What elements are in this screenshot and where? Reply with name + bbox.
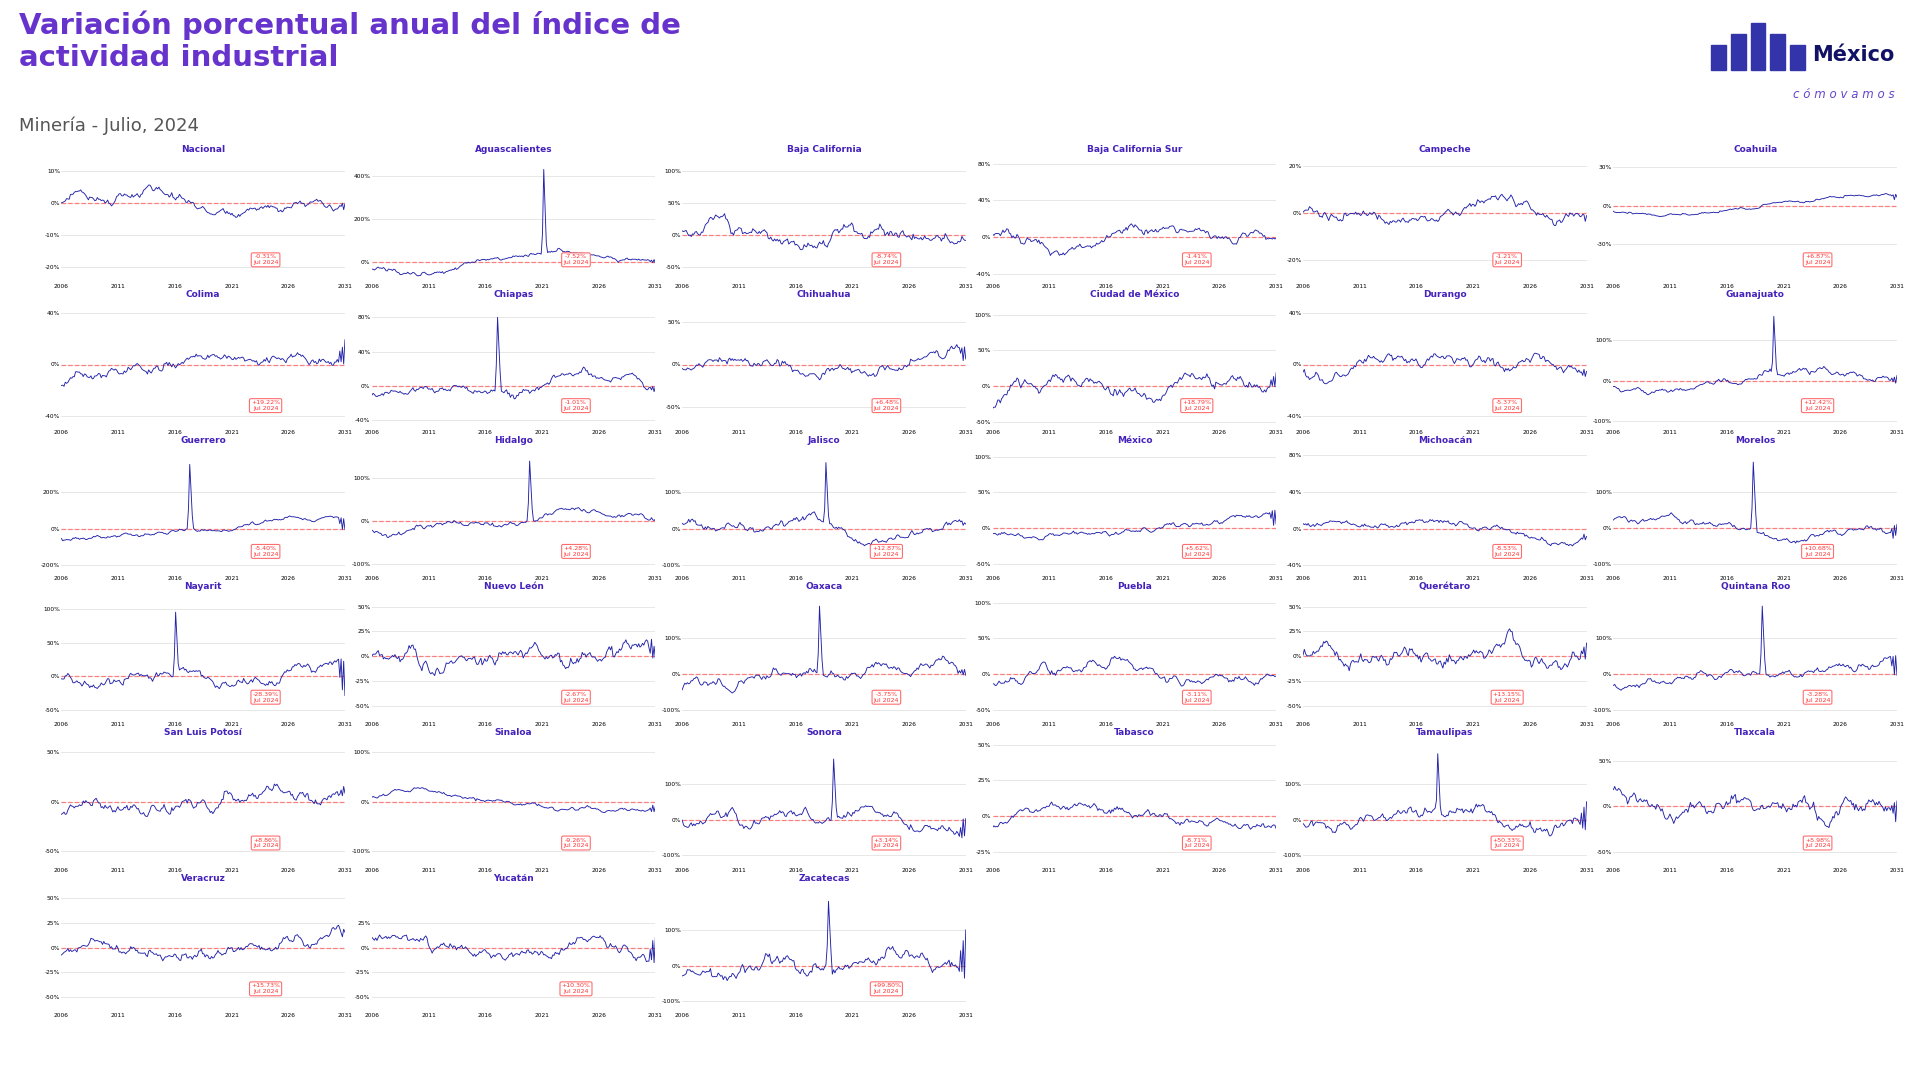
Title: Yucatán: Yucatán <box>493 874 534 882</box>
Text: +13.15%
Jul 2024: +13.15% Jul 2024 <box>1492 692 1523 703</box>
Title: Querétaro: Querétaro <box>1419 582 1471 591</box>
Text: +18.79%
Jul 2024: +18.79% Jul 2024 <box>1183 401 1212 411</box>
Text: +10.68%
Jul 2024: +10.68% Jul 2024 <box>1803 546 1832 557</box>
Text: +6.87%
Jul 2024: +6.87% Jul 2024 <box>1805 255 1830 266</box>
Text: -1.41%
Jul 2024: -1.41% Jul 2024 <box>1185 255 1210 266</box>
Text: -5.40%
Jul 2024: -5.40% Jul 2024 <box>253 546 278 557</box>
Bar <box>1732 35 1745 70</box>
Text: México: México <box>1812 45 1895 66</box>
Text: +12.42%
Jul 2024: +12.42% Jul 2024 <box>1803 401 1832 411</box>
Text: Variación porcentual anual del índice de
actividad industrial: Variación porcentual anual del índice de… <box>19 11 682 71</box>
Title: Guanajuato: Guanajuato <box>1726 291 1784 299</box>
Text: -8.71%
Jul 2024: -8.71% Jul 2024 <box>1185 838 1210 849</box>
Title: Sonora: Sonora <box>806 728 843 737</box>
Text: ELABORADO POR MÉXICO, ¿CÓMO VAMOS? CON DATOS DEL INEGI: ELABORADO POR MÉXICO, ¿CÓMO VAMOS? CON D… <box>15 1045 557 1063</box>
Title: San Luis Potosí: San Luis Potosí <box>165 728 242 737</box>
Text: -1.01%
Jul 2024: -1.01% Jul 2024 <box>563 401 589 411</box>
Title: Ciudad de México: Ciudad de México <box>1091 291 1179 299</box>
Title: Quintana Roo: Quintana Roo <box>1720 582 1789 591</box>
Bar <box>1711 45 1726 70</box>
Title: Michoacán: Michoacán <box>1417 436 1473 445</box>
Title: Campeche: Campeche <box>1419 145 1471 153</box>
Text: +19.22%
Jul 2024: +19.22% Jul 2024 <box>252 401 280 411</box>
Title: Zacatecas: Zacatecas <box>799 874 851 882</box>
Title: Jalisco: Jalisco <box>808 436 841 445</box>
Text: -3.11%
Jul 2024: -3.11% Jul 2024 <box>1185 692 1210 703</box>
Text: +3.14%
Jul 2024: +3.14% Jul 2024 <box>874 838 899 849</box>
Bar <box>1751 23 1764 70</box>
Text: -8.53%
Jul 2024: -8.53% Jul 2024 <box>1494 546 1521 557</box>
Text: +4.28%
Jul 2024: +4.28% Jul 2024 <box>563 546 589 557</box>
Text: -28.39%
Jul 2024: -28.39% Jul 2024 <box>253 692 278 703</box>
Title: Guerrero: Guerrero <box>180 436 227 445</box>
Text: -9.26%
Jul 2024: -9.26% Jul 2024 <box>563 838 589 849</box>
Title: México: México <box>1117 436 1152 445</box>
Text: +50.33%
Jul 2024: +50.33% Jul 2024 <box>1492 838 1523 849</box>
Title: Tabasco: Tabasco <box>1114 728 1154 737</box>
Text: -5.37%
Jul 2024: -5.37% Jul 2024 <box>1494 401 1521 411</box>
Title: Sinaloa: Sinaloa <box>495 728 532 737</box>
Title: Oaxaca: Oaxaca <box>804 582 843 591</box>
Title: Tlaxcala: Tlaxcala <box>1734 728 1776 737</box>
Text: -8.74%
Jul 2024: -8.74% Jul 2024 <box>874 255 899 266</box>
Title: Morelos: Morelos <box>1736 436 1776 445</box>
Title: Nuevo León: Nuevo León <box>484 582 543 591</box>
Title: Tamaulipas: Tamaulipas <box>1417 728 1473 737</box>
Title: Hidalgo: Hidalgo <box>493 436 534 445</box>
Bar <box>1789 45 1805 70</box>
Title: Baja California Sur: Baja California Sur <box>1087 145 1183 153</box>
Bar <box>1770 35 1786 70</box>
Text: -1.21%
Jul 2024: -1.21% Jul 2024 <box>1494 255 1521 266</box>
Text: +10.30%
Jul 2024: +10.30% Jul 2024 <box>561 984 591 995</box>
Text: -3.28%
Jul 2024: -3.28% Jul 2024 <box>1805 692 1830 703</box>
Text: +8.86%
Jul 2024: +8.86% Jul 2024 <box>253 838 278 849</box>
Text: -3.75%
Jul 2024: -3.75% Jul 2024 <box>874 692 899 703</box>
Title: Chiapas: Chiapas <box>493 291 534 299</box>
Text: Minería - Julio, 2024: Minería - Julio, 2024 <box>19 117 200 135</box>
Title: Nacional: Nacional <box>180 145 225 153</box>
Title: Puebla: Puebla <box>1117 582 1152 591</box>
Title: Colima: Colima <box>186 291 221 299</box>
Title: Veracruz: Veracruz <box>180 874 225 882</box>
Text: -0.31%
Jul 2024: -0.31% Jul 2024 <box>253 255 278 266</box>
Text: +12.87%
Jul 2024: +12.87% Jul 2024 <box>872 546 900 557</box>
Text: c ó m o v a m o s: c ó m o v a m o s <box>1793 87 1895 100</box>
Title: Coahuila: Coahuila <box>1734 145 1778 153</box>
Title: Chihuahua: Chihuahua <box>797 291 851 299</box>
Title: Nayarit: Nayarit <box>184 582 223 591</box>
Text: +6.48%
Jul 2024: +6.48% Jul 2024 <box>874 401 899 411</box>
Title: Aguascalientes: Aguascalientes <box>474 145 553 153</box>
Title: Durango: Durango <box>1423 291 1467 299</box>
Text: +99.80%
Jul 2024: +99.80% Jul 2024 <box>872 984 900 995</box>
Text: -7.52%
Jul 2024: -7.52% Jul 2024 <box>563 255 589 266</box>
Title: Baja California: Baja California <box>787 145 862 153</box>
Text: +5.98%
Jul 2024: +5.98% Jul 2024 <box>1805 838 1830 849</box>
Text: +15.73%
Jul 2024: +15.73% Jul 2024 <box>252 984 280 995</box>
Text: +5.62%
Jul 2024: +5.62% Jul 2024 <box>1185 546 1210 557</box>
Text: -2.67%
Jul 2024: -2.67% Jul 2024 <box>563 692 589 703</box>
